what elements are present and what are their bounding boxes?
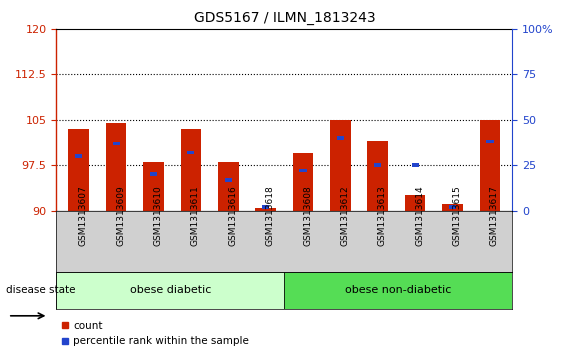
Text: GSM1313608: GSM1313608 bbox=[303, 185, 312, 246]
Bar bbox=[225, 178, 232, 182]
Bar bbox=[106, 123, 126, 211]
Text: GSM1313616: GSM1313616 bbox=[228, 185, 237, 246]
Bar bbox=[405, 195, 426, 211]
Bar bbox=[412, 163, 419, 167]
Bar bbox=[69, 129, 89, 211]
Bar bbox=[443, 204, 463, 211]
Bar bbox=[480, 120, 500, 211]
Bar bbox=[262, 205, 269, 209]
Text: GSM1313610: GSM1313610 bbox=[154, 185, 163, 246]
Bar bbox=[143, 162, 164, 211]
Bar bbox=[368, 141, 388, 211]
Bar bbox=[113, 142, 120, 145]
Legend: count, percentile rank within the sample: count, percentile rank within the sample bbox=[61, 321, 249, 346]
Title: GDS5167 / ILMN_1813243: GDS5167 / ILMN_1813243 bbox=[194, 11, 375, 25]
Text: GSM1313617: GSM1313617 bbox=[490, 185, 499, 246]
Text: obese diabetic: obese diabetic bbox=[129, 285, 211, 295]
Text: obese non-diabetic: obese non-diabetic bbox=[345, 285, 452, 295]
Bar bbox=[284, 272, 512, 309]
Text: GSM1313609: GSM1313609 bbox=[116, 185, 125, 246]
Text: GSM1313618: GSM1313618 bbox=[266, 185, 275, 246]
Text: disease state: disease state bbox=[6, 285, 75, 295]
Bar bbox=[330, 120, 351, 211]
Bar bbox=[256, 208, 276, 211]
Bar bbox=[218, 162, 239, 211]
Bar bbox=[374, 163, 381, 167]
Bar bbox=[486, 140, 494, 143]
Text: GSM1313607: GSM1313607 bbox=[79, 185, 88, 246]
Text: GSM1313611: GSM1313611 bbox=[191, 185, 200, 246]
Bar bbox=[181, 129, 201, 211]
Bar bbox=[300, 169, 307, 172]
Text: GSM1313612: GSM1313612 bbox=[341, 185, 350, 246]
Bar bbox=[75, 154, 82, 158]
Text: GSM1313613: GSM1313613 bbox=[378, 185, 387, 246]
Bar bbox=[56, 272, 284, 309]
Bar bbox=[150, 172, 157, 176]
Text: GSM1313614: GSM1313614 bbox=[415, 185, 424, 246]
Bar bbox=[187, 151, 194, 154]
Bar bbox=[337, 136, 344, 140]
Text: GSM1313615: GSM1313615 bbox=[453, 185, 462, 246]
Bar bbox=[449, 205, 456, 209]
Bar bbox=[293, 153, 313, 211]
